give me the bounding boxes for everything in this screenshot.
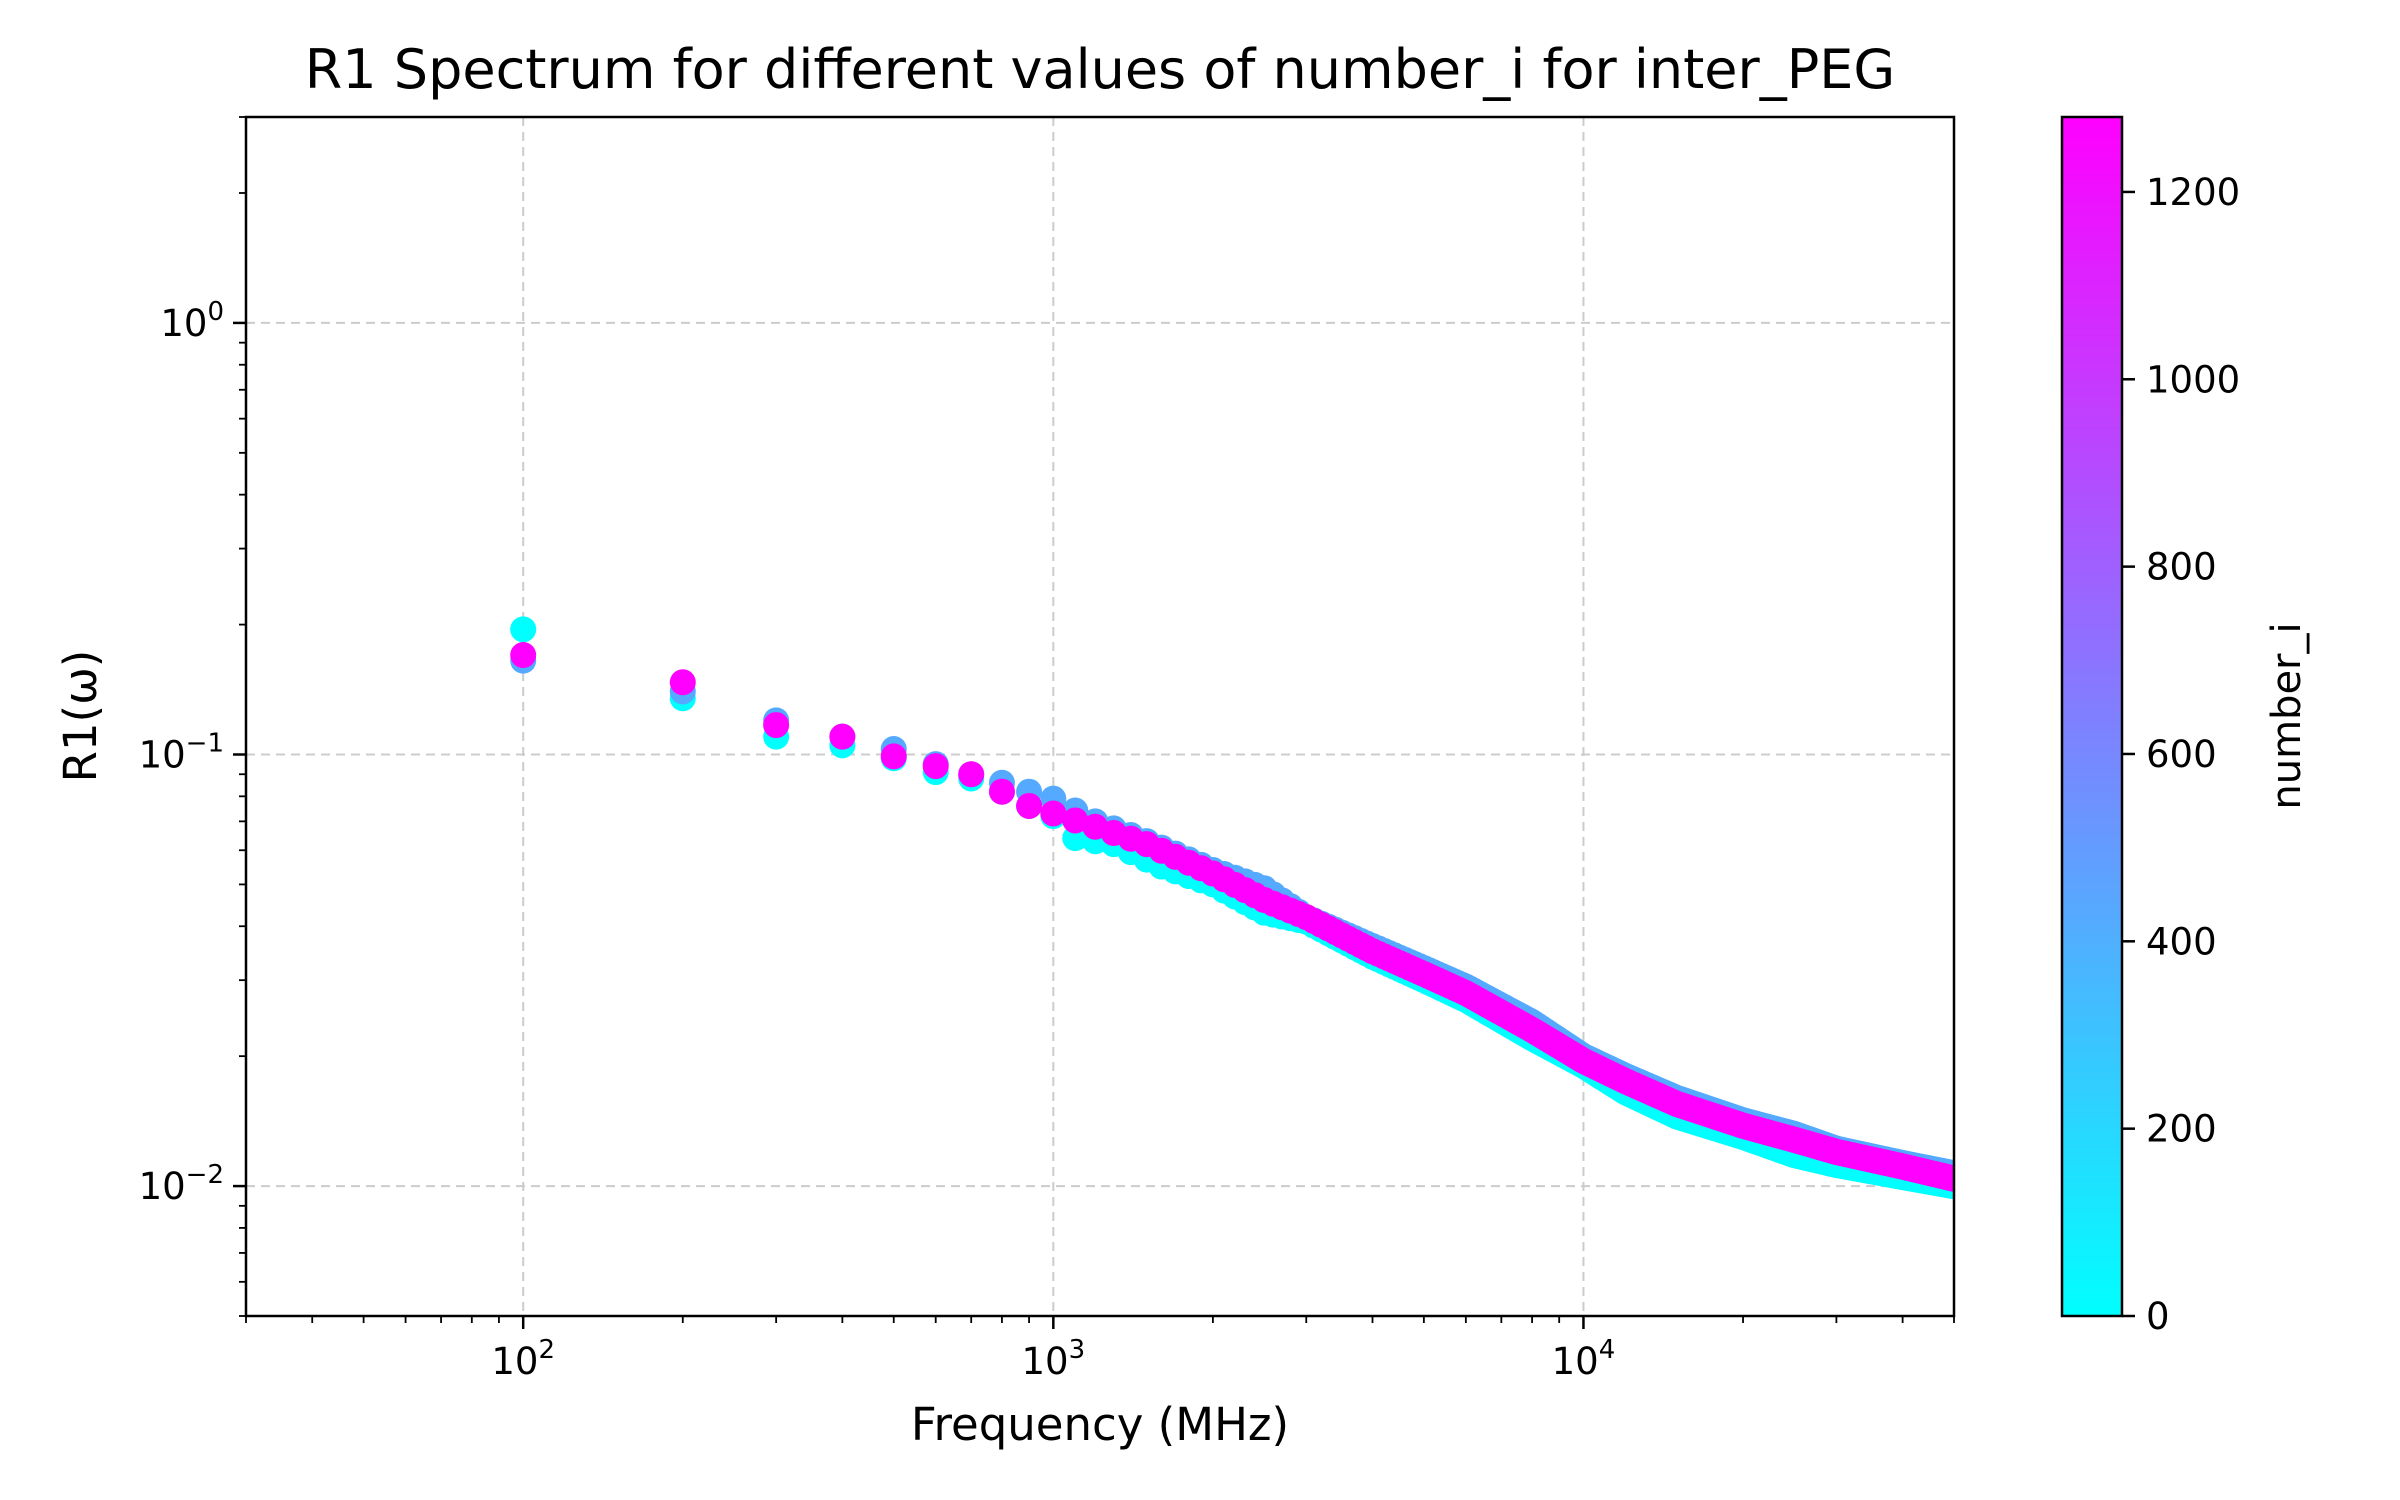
data-point [1040,800,1067,827]
colorbar-tick-label: 200 [2146,1108,2217,1151]
colorbar-tick-label: 1000 [2146,358,2240,401]
data-point [763,712,790,739]
colorbar-label: number_i [2264,622,2310,809]
x-axis-label: Frequency (MHz) [911,1398,1289,1451]
colorbar: 0 200 400 600 800 1000 1200 number_i [2060,115,2310,1338]
data-point [988,778,1015,805]
y-tick-label: 10−1 [139,728,224,776]
colorbar-tick-label: 0 [2146,1295,2170,1338]
data-point [1941,1165,1954,1192]
x-tick-label: 102 [491,1335,555,1383]
y-axis-label: R1(ω) [54,650,107,783]
x-tick-label: 104 [1552,1335,1616,1383]
colorbar-gradient [2060,115,2124,1318]
colorbar-tick-label: 400 [2146,920,2217,963]
data-point [510,642,537,669]
chart-title: R1 Spectrum for different values of numb… [305,38,1896,101]
data-point [1062,807,1089,834]
x-tick-label: 103 [1022,1335,1086,1383]
data-point [958,761,985,788]
data-point [510,616,537,643]
grid [246,117,1954,1316]
y-axis-ticks: 100 10−1 10−2 [139,297,246,1208]
colorbar-ticks: 0 200 400 600 800 1000 1200 [2122,171,2240,1338]
colorbar-tick-label: 1200 [2146,171,2240,214]
data-point [829,723,856,750]
data-point [1016,792,1043,819]
plot-frame [244,115,1956,1318]
y-tick-label: 100 [160,297,224,345]
colorbar-tick-label: 600 [2146,733,2217,776]
colorbar-tick-label: 800 [2146,546,2217,589]
data-points [510,616,1954,1200]
data-point [880,743,907,770]
data-point [922,753,949,780]
data-point [669,669,696,696]
minor-ticks [239,116,1955,1323]
y-tick-label: 10−2 [139,1160,224,1208]
x-axis-ticks: 102 103 104 [491,1316,1615,1383]
